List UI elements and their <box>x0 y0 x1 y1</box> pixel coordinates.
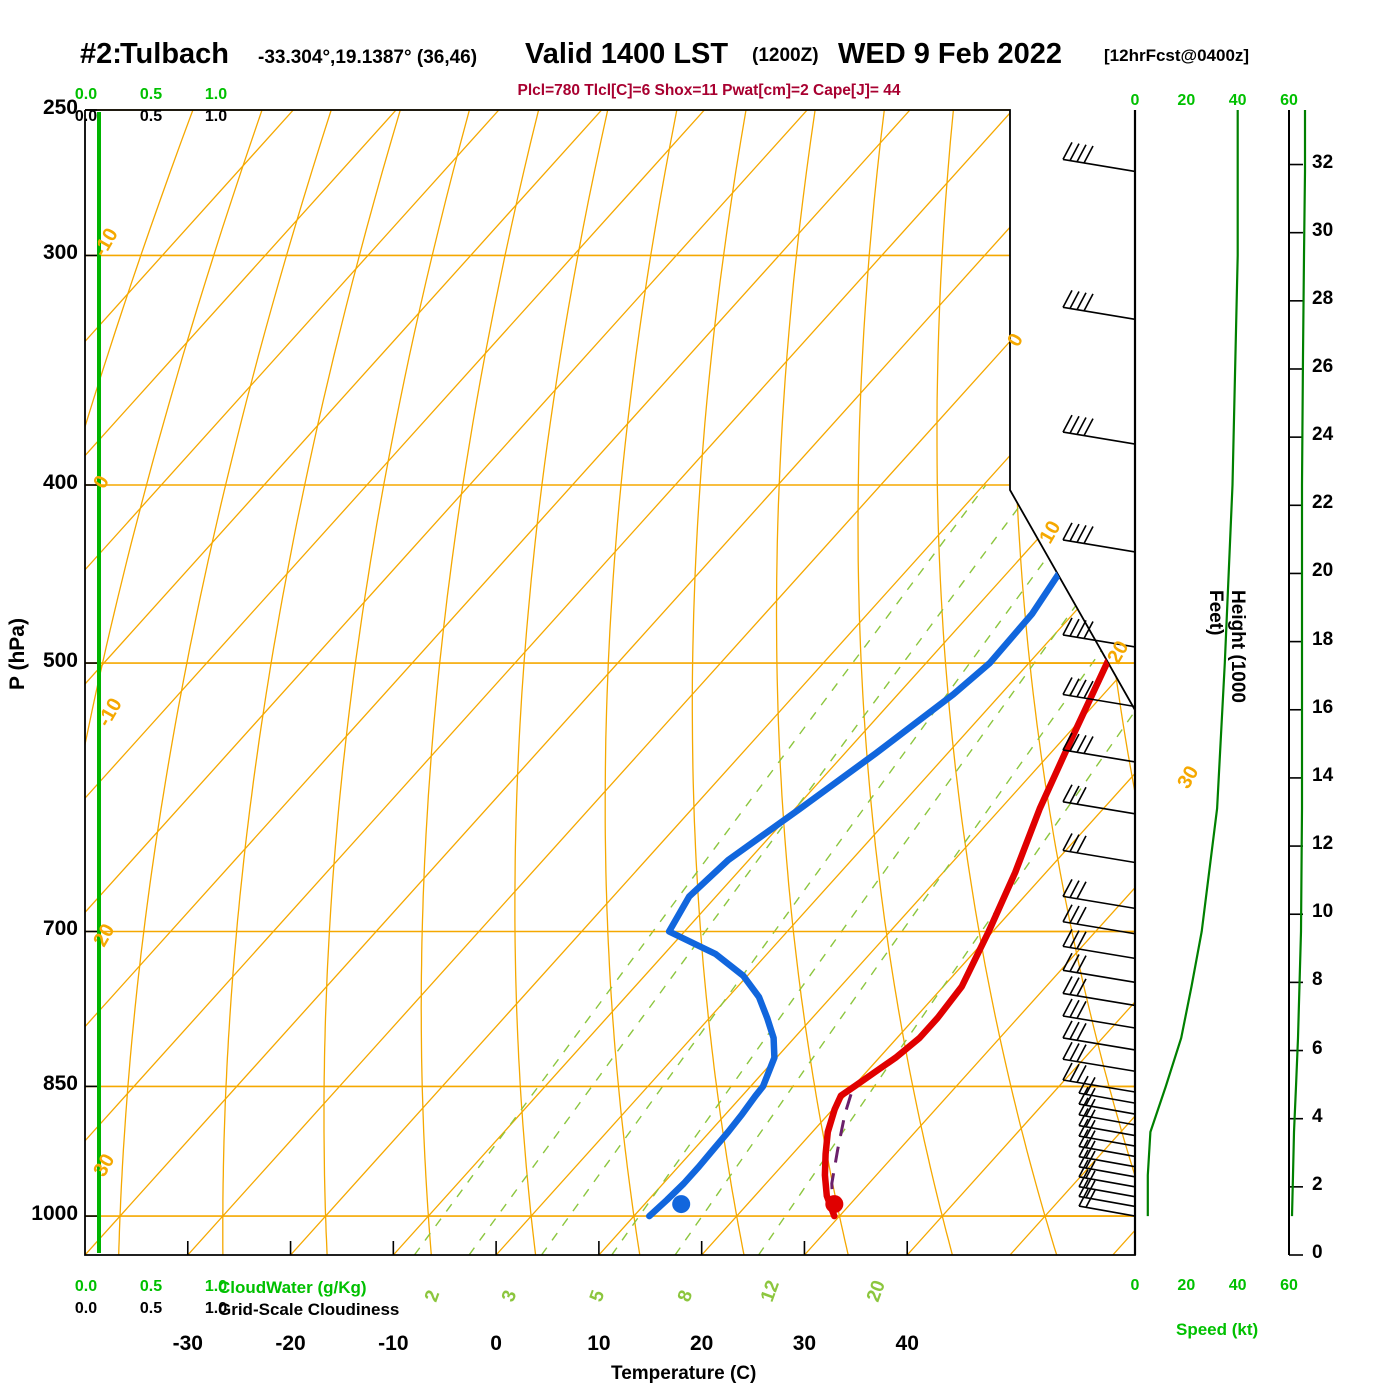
cloudwater-axis-title: CloudWater (g/Kg) <box>218 1278 367 1297</box>
surface-markers <box>672 1195 844 1214</box>
height-tick-14: 14 <box>1312 764 1334 786</box>
pressure-tick-400: 400 <box>42 470 78 494</box>
valid-date: WED 9 Feb 2022 <box>838 38 1063 70</box>
speed-axis-title: Speed (kt) <box>1176 1320 1259 1339</box>
wind-speed-trace <box>1146 110 1239 1217</box>
cloudiness-axis-title: Grid-Scale Cloudiness <box>218 1300 400 1319</box>
pressure-tick-850: 850 <box>42 1072 78 1096</box>
speed-tick-top-40: 40 <box>1228 92 1247 109</box>
title-bar: #2: Tulbach -33.304°,19.1387° (36,46) Va… <box>0 36 1400 76</box>
speed-tick-top-0: 0 <box>1130 92 1140 109</box>
pressure-tick-1000: 1000 <box>31 1202 78 1226</box>
cloudwater-tick-top-1: 0.5 <box>139 86 163 103</box>
isotherm-lines <box>85 110 1135 1255</box>
svg-text:8: 8 <box>674 1288 697 1305</box>
svg-text:30: 30 <box>1173 762 1203 792</box>
pressure-tick-300: 300 <box>42 241 78 265</box>
temperature-tick--10: -10 <box>378 1332 409 1355</box>
dry-adiabat-lines <box>85 110 1135 1255</box>
height-tick-10: 10 <box>1312 901 1334 923</box>
dewpoint-trace <box>646 168 1135 1220</box>
station-coordinates: -33.304°,19.1387° (36,46) <box>258 47 478 68</box>
temperature-tick-10: 10 <box>587 1332 611 1355</box>
cloudwater-tick-top-0: 0.0 <box>74 86 98 103</box>
chart-frame <box>84 109 1136 1256</box>
valid-time: Valid 1400 LST <box>525 38 729 70</box>
parcel-trace <box>830 1085 855 1217</box>
height-tick-24: 24 <box>1312 424 1334 446</box>
svg-text:3: 3 <box>498 1288 521 1305</box>
temperature-tick-30: 30 <box>792 1332 817 1355</box>
isobar-lines <box>85 109 1135 1217</box>
mixing-ratio-labels: 2 3 5 8 12 20 <box>421 1278 890 1305</box>
axis-tick-marks <box>85 109 1303 1256</box>
height-tick-18: 18 <box>1312 628 1334 650</box>
temperature-tick-20: 20 <box>689 1332 714 1355</box>
cloudiness-tick-bot-0: 0.0 <box>74 1300 98 1317</box>
svg-text:30: 30 <box>89 1150 119 1180</box>
speed-tick-bot-60: 60 <box>1280 1277 1298 1294</box>
pressure-tick-500: 500 <box>42 649 78 673</box>
cloudiness-tick-top-2: 1.0 <box>204 108 228 125</box>
height-tick-8: 8 <box>1312 969 1323 991</box>
height-tick-16: 16 <box>1312 696 1334 718</box>
cloudiness-tick-top-1: 0.5 <box>139 108 163 125</box>
svg-text:2: 2 <box>421 1288 444 1305</box>
height-tick-30: 30 <box>1312 219 1334 241</box>
temperature-tick--30: -30 <box>172 1332 203 1355</box>
speed-tick-bot-40: 40 <box>1228 1277 1247 1294</box>
svg-text:0: 0 <box>1003 330 1028 351</box>
mixing-ratio-lines <box>413 484 1135 1255</box>
temperature-tick-40: 40 <box>895 1332 919 1355</box>
cloudiness-tick-bot-1: 0.5 <box>139 1300 163 1317</box>
height-tick-0: 0 <box>1312 1242 1323 1263</box>
temperature-trace <box>821 168 1135 1220</box>
svg-text:0: 0 <box>89 472 114 493</box>
sounding-stats: Plcl=780 Tlcl[C]=6 Shox=11 Pwat[cm]=2 Ca… <box>0 82 1400 100</box>
height-tick-32: 32 <box>1312 151 1334 173</box>
svg-text:20: 20 <box>863 1278 890 1305</box>
speed-tick-top-20: 20 <box>1177 92 1196 109</box>
pressure-tick-700: 700 <box>42 917 78 941</box>
temperature-axis-title: Temperature (C) <box>611 1363 757 1384</box>
height-tick-22: 22 <box>1312 492 1334 514</box>
pressure-axis-title: P (hPa) <box>6 618 29 690</box>
svg-text:12: 12 <box>757 1278 784 1305</box>
height-tick-28: 28 <box>1312 287 1334 309</box>
valid-time-utc: (1200Z) <box>752 45 819 66</box>
height-tick-26: 26 <box>1312 355 1334 377</box>
cloudwater-tick-bot-1: 0.5 <box>139 1278 163 1295</box>
speed-tick-bot-0: 0 <box>1130 1277 1140 1294</box>
temperature-tick-0: 0 <box>490 1332 502 1355</box>
cloudwater-tick-bot-2: 1.0 <box>204 1278 228 1295</box>
height-tick-12: 12 <box>1312 833 1334 855</box>
station-name: Tulbach <box>120 38 230 70</box>
height-tick-20: 20 <box>1312 560 1334 582</box>
svg-text:20: 20 <box>89 920 119 950</box>
height-tick-4: 4 <box>1312 1105 1323 1127</box>
cloudwater-tick-bot-0: 0.0 <box>74 1278 98 1295</box>
pressure-tick-250: 250 <box>42 96 78 119</box>
height-tick-6: 6 <box>1312 1037 1323 1059</box>
forecast-tag: [12hrFcst@0400z] <box>1104 46 1250 65</box>
height-tick-2: 2 <box>1312 1173 1323 1195</box>
sounding-stats-text: Plcl=780 Tlcl[C]=6 Shox=11 Pwat[cm]=2 Ca… <box>517 82 901 99</box>
surface-dewpoint-dot <box>672 1195 691 1214</box>
speed-tick-top-60: 60 <box>1280 92 1298 109</box>
height-trace <box>1290 110 1307 1217</box>
cloudwater-tick-top-2: 1.0 <box>204 86 228 103</box>
cloudiness-tick-bot-2: 1.0 <box>204 1300 228 1317</box>
station-id: #2: <box>80 38 122 70</box>
surface-temperature-dot <box>825 1195 844 1214</box>
temperature-tick--20: -20 <box>275 1332 306 1355</box>
speed-tick-bot-20: 20 <box>1177 1277 1196 1294</box>
height-axis-title: Height (1000 Feet) <box>1205 590 1248 703</box>
svg-text:5: 5 <box>586 1287 609 1305</box>
wind-barbs <box>1062 142 1136 1217</box>
cloudiness-tick-top-0: 0.0 <box>74 108 98 125</box>
